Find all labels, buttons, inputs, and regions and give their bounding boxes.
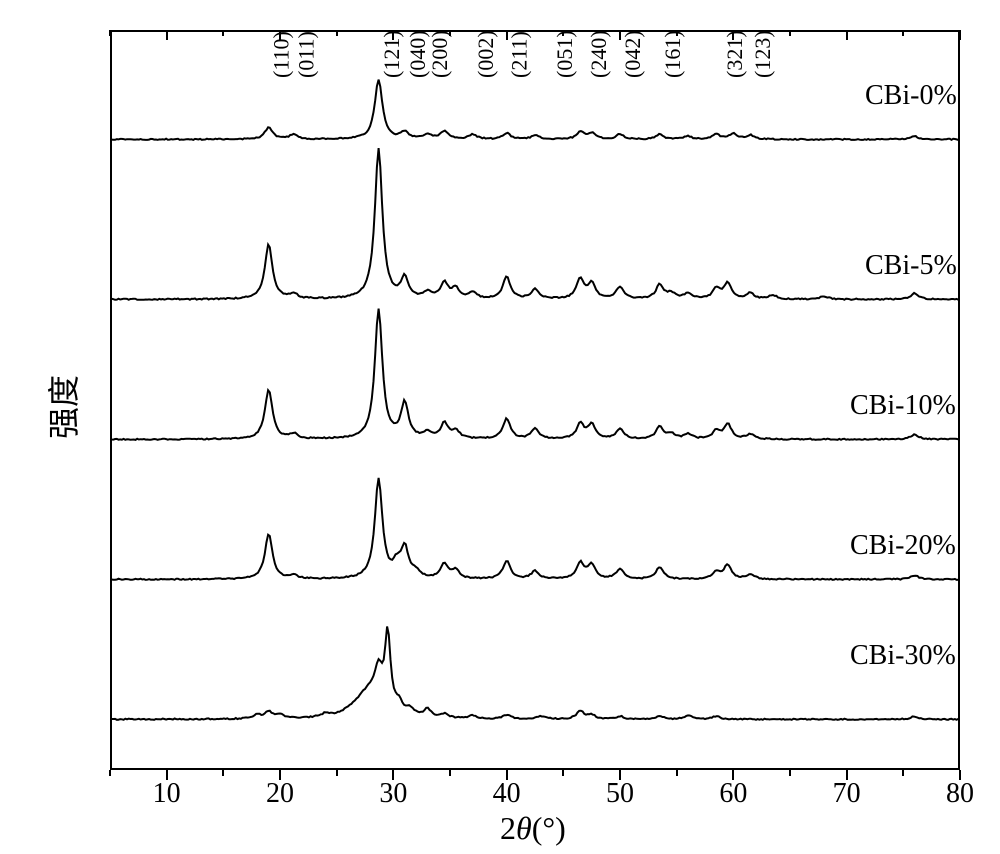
- series-label: CBi-0%: [865, 80, 957, 112]
- series-label: CBi-10%: [850, 390, 956, 422]
- xrd-pattern-CBi-30%: [0, 0, 1000, 854]
- xrd-chart: 强度 2θ(°) 1020304050607080 (110)(011)(121…: [0, 0, 1000, 854]
- series-label: CBi-20%: [850, 530, 956, 562]
- series-label: CBi-5%: [865, 250, 957, 282]
- series-label: CBi-30%: [850, 640, 956, 672]
